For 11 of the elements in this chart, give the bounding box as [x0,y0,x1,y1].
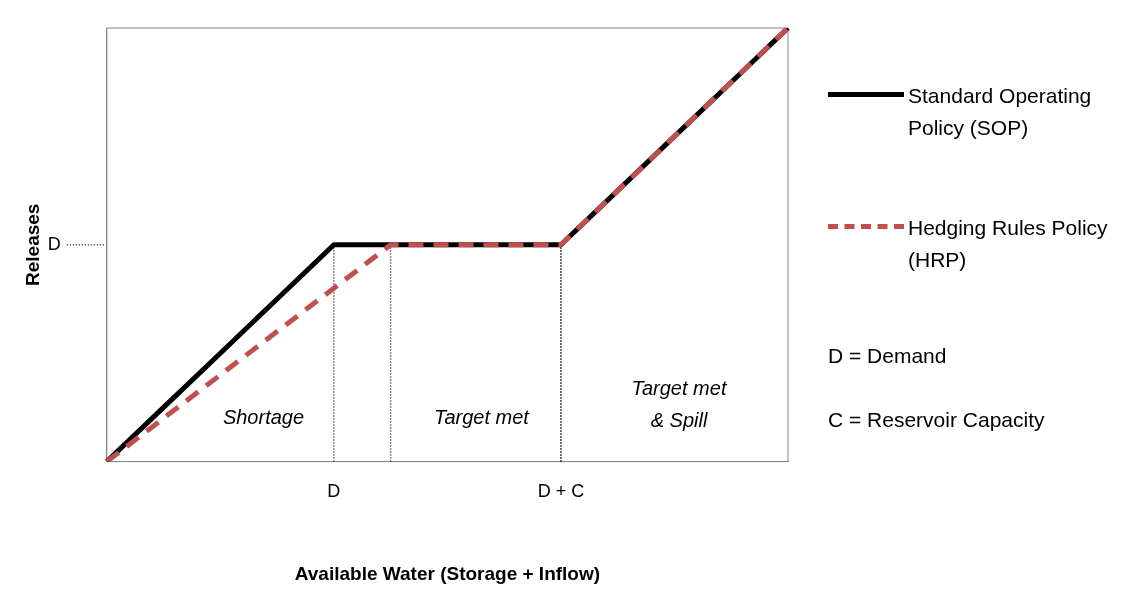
legend-label: Standard Operating Policy (SOP) [908,83,1093,141]
annotation: Target met & Spill [631,376,728,431]
text: C = Reservoir Capacity [828,408,1046,432]
text: D = Demand [828,344,948,368]
ref-line-label: D [47,233,61,254]
legend-label: Hedging Rules Policy (HRP) [908,215,1109,273]
annotation: Target met [434,405,531,428]
x-tick-label: D + C [537,481,585,502]
x-axis-title: Available Water (Storage + Inflow) [294,562,601,584]
annotation: Shortage [222,405,305,428]
y-axis-title: Releases [21,203,43,286]
